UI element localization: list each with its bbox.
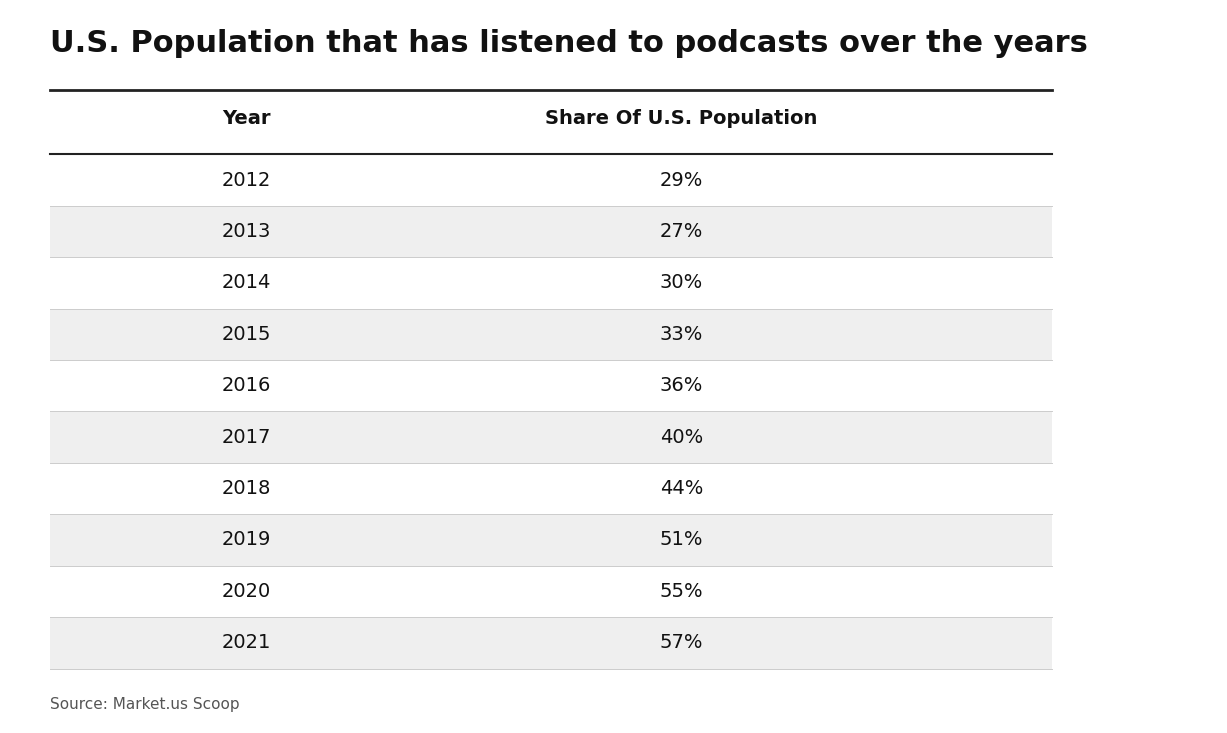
Bar bbox=[50, 257, 1052, 309]
Text: 2020: 2020 bbox=[222, 582, 271, 601]
Text: 2021: 2021 bbox=[222, 633, 271, 652]
Bar bbox=[50, 411, 1052, 463]
Text: 2013: 2013 bbox=[222, 222, 271, 241]
Text: 2016: 2016 bbox=[222, 376, 271, 395]
Text: 2019: 2019 bbox=[222, 531, 271, 550]
Text: 36%: 36% bbox=[660, 376, 703, 395]
Text: 55%: 55% bbox=[660, 582, 703, 601]
Text: U.S. Population that has listened to podcasts over the years: U.S. Population that has listened to pod… bbox=[50, 29, 1088, 57]
Text: 30%: 30% bbox=[660, 273, 703, 292]
Text: 44%: 44% bbox=[660, 479, 703, 498]
Bar bbox=[50, 360, 1052, 411]
Text: 33%: 33% bbox=[660, 325, 703, 344]
Text: Share Of U.S. Population: Share Of U.S. Population bbox=[545, 109, 817, 128]
Text: 2012: 2012 bbox=[222, 171, 271, 190]
Text: 27%: 27% bbox=[660, 222, 703, 241]
Bar bbox=[50, 309, 1052, 360]
Text: 57%: 57% bbox=[660, 633, 703, 652]
Bar bbox=[50, 206, 1052, 257]
Bar bbox=[50, 566, 1052, 617]
Bar bbox=[50, 463, 1052, 515]
Text: 2015: 2015 bbox=[222, 325, 271, 344]
Bar bbox=[50, 515, 1052, 566]
Bar bbox=[50, 617, 1052, 668]
Text: 29%: 29% bbox=[660, 171, 703, 190]
Text: 51%: 51% bbox=[660, 531, 703, 550]
Text: 2018: 2018 bbox=[222, 479, 271, 498]
Text: 2017: 2017 bbox=[222, 427, 271, 446]
Text: 2014: 2014 bbox=[222, 273, 271, 292]
Text: 40%: 40% bbox=[660, 427, 703, 446]
Text: Year: Year bbox=[222, 109, 271, 128]
Text: Source: Market.us Scoop: Source: Market.us Scoop bbox=[50, 696, 240, 712]
Bar bbox=[50, 155, 1052, 206]
